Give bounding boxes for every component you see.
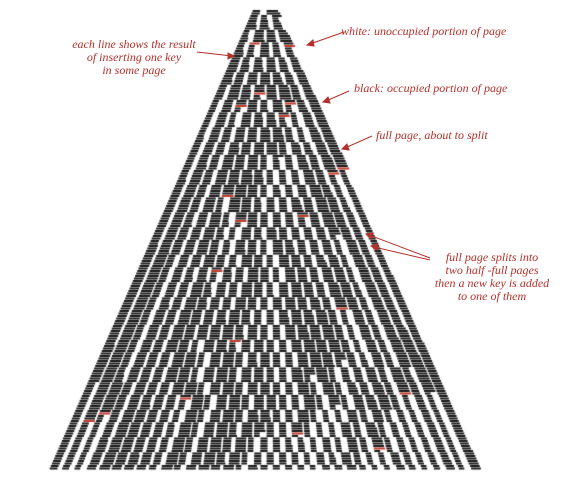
arrowhead-split-1 [364,232,374,240]
annotation-black: black: occupied portion of page [354,81,508,95]
arrowhead-white [305,39,315,47]
leader-each-line [196,51,233,57]
annotation-splits-4: to one of them [457,289,527,303]
leader-split-2 [373,246,431,261]
annotation-each-line: each line shows the result of inserting … [64,38,204,77]
arrowhead-full [340,143,350,151]
leader-white [309,31,345,45]
annotation-full-page: full page, about to split [376,128,488,142]
annotation-each-line-2: of inserting one key [86,50,182,64]
annotation-each-line-3: in some page [102,63,166,77]
arrowhead-split-2 [369,243,379,251]
annotation-splits-1: full page splits into [445,250,539,264]
annotation-splits: full page splits into two half -full pag… [422,251,562,303]
leader-split-1 [368,234,431,259]
annotation-splits-2: two half -full pages [445,263,539,277]
leader-black [325,90,350,102]
annotation-each-line-1: each line shows the result [72,37,196,51]
arrowhead-black [321,96,331,104]
annotation-white: white: unoccupied portion of page [341,24,507,38]
leader-full [344,135,373,149]
arrowhead-each-line [227,52,236,60]
annotation-splits-3: then a new key is added [434,276,550,290]
